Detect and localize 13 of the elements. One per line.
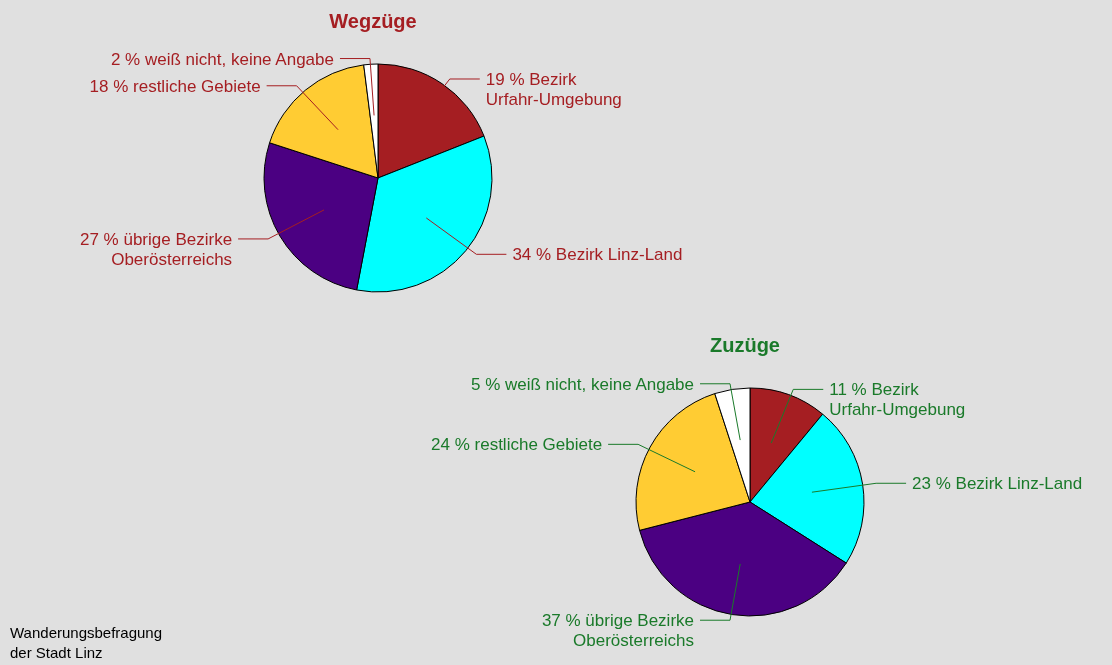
slice-label: 27 % übrige Bezirke Oberösterreichs bbox=[79, 229, 233, 269]
slice-label: 19 % Bezirk Urfahr-Umgebung bbox=[485, 70, 622, 109]
slice-label: 34 % Bezirk Linz-Land bbox=[512, 245, 683, 265]
slice-label: 11 % Bezirk Urfahr-Umgebung bbox=[829, 380, 966, 420]
chart-title: Zuzüge bbox=[709, 334, 781, 357]
slice-label: 5 % weiß nicht, keine Angabe bbox=[471, 374, 695, 394]
chart-title: Wegzüge bbox=[328, 10, 418, 33]
slice-label: 23 % Bezirk Linz-Land bbox=[912, 474, 1083, 494]
slice-label: 2 % weiß nicht, keine Angabe bbox=[110, 49, 334, 69]
slice-label: 37 % übrige Bezirke Oberösterreichs bbox=[541, 611, 695, 651]
slice-label: 18 % restliche Gebiete bbox=[89, 76, 261, 96]
text: Wanderungsbefragung der Stadt Linz bbox=[10, 623, 163, 663]
slice-label: 24 % restliche Gebiete bbox=[431, 435, 603, 455]
